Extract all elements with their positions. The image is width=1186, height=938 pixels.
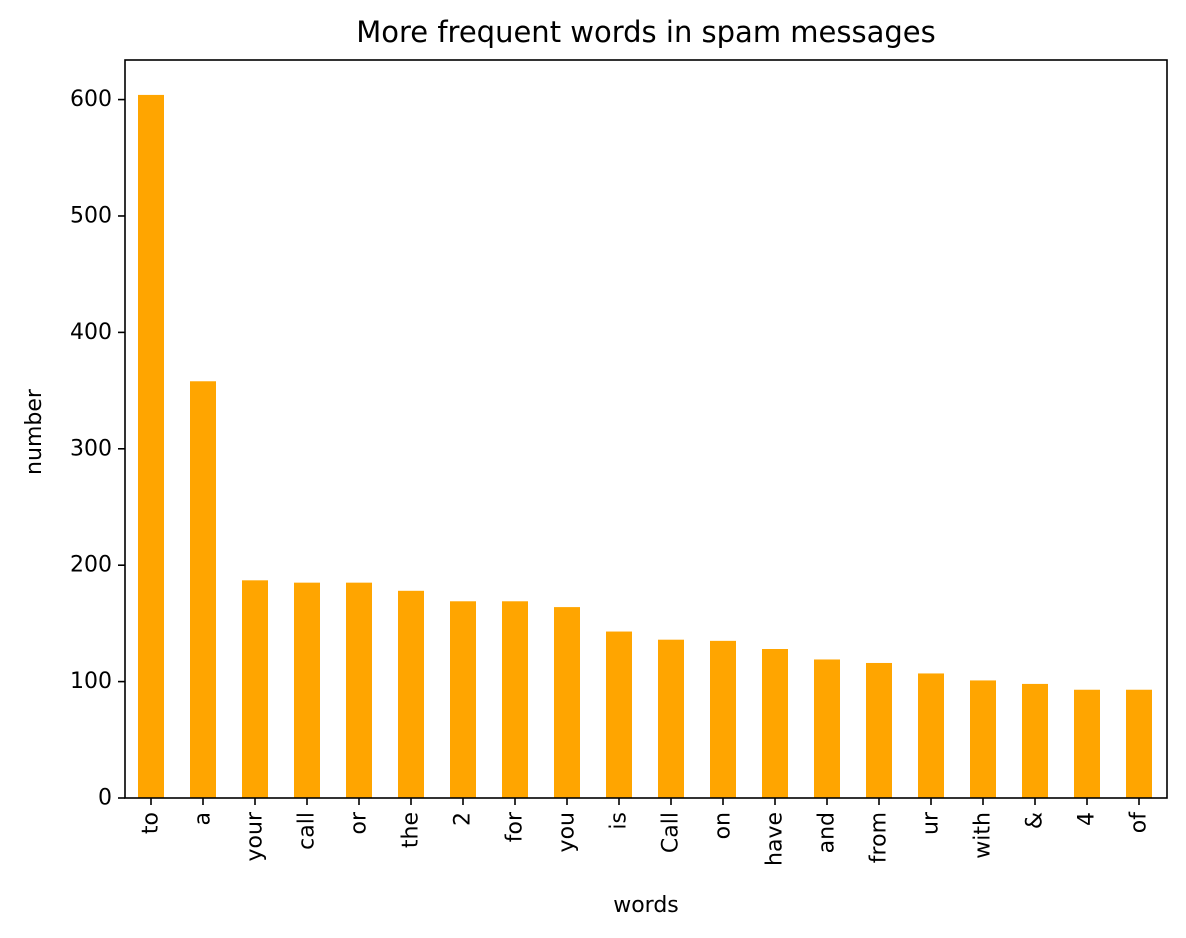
- bar-0: [138, 94, 164, 799]
- bar-12: [762, 649, 788, 798]
- bar-15: [918, 673, 944, 798]
- y-axis-ticks: 0 100 200 300 400 500 600: [70, 87, 125, 811]
- x-tick-label: the: [399, 812, 424, 848]
- bar-17: [1022, 683, 1048, 798]
- x-tick-label: call: [295, 812, 320, 850]
- y-tick-label: 300: [70, 436, 112, 461]
- x-tick-label: for: [503, 811, 528, 842]
- x-tick-label: of: [1127, 811, 1152, 833]
- x-tick-label: to: [139, 812, 164, 834]
- bar-13: [814, 659, 840, 798]
- y-tick-label: 400: [70, 320, 112, 345]
- x-tick-label: 4: [1075, 812, 1100, 826]
- x-tick-label: &: [1023, 812, 1048, 829]
- y-axis-label: number: [22, 388, 47, 475]
- x-tick-label: or: [347, 811, 372, 834]
- bar-14: [866, 662, 892, 798]
- x-axis-ticks: to a your call or the 2 for you is Call on have and fr…: [139, 798, 1152, 866]
- bar-9: [606, 631, 632, 798]
- y-tick-label: 200: [70, 553, 112, 578]
- bar-2: [242, 580, 268, 798]
- bar-11: [710, 640, 736, 798]
- x-tick-label: 2: [451, 812, 476, 826]
- x-tick-label: is: [607, 812, 632, 830]
- x-tick-label: with: [971, 812, 996, 859]
- chart-title: More frequent words in spam messages: [356, 15, 936, 49]
- x-tick-label: you: [555, 812, 580, 852]
- bar-8: [554, 607, 580, 798]
- y-tick-label: 500: [70, 203, 112, 228]
- x-tick-label: from: [867, 812, 892, 863]
- bars-group: [138, 94, 1152, 799]
- bar-16: [970, 680, 996, 798]
- x-tick-label: ur: [919, 811, 944, 835]
- bar-10: [658, 639, 684, 798]
- bar-18: [1074, 689, 1100, 798]
- x-tick-label: Call: [659, 812, 684, 853]
- bar-4: [346, 582, 372, 798]
- bar-6: [450, 601, 476, 798]
- x-tick-label: on: [711, 812, 736, 839]
- bar-19: [1126, 689, 1152, 798]
- x-tick-label: and: [815, 812, 840, 853]
- x-tick-label: your: [243, 811, 268, 861]
- bar-1: [190, 381, 216, 798]
- bar-5: [398, 590, 424, 798]
- bar-7: [502, 601, 528, 798]
- bar-3: [294, 582, 320, 798]
- x-axis-label: words: [613, 893, 679, 918]
- plot-area-frame: [124, 59, 1168, 799]
- x-tick-label: have: [763, 812, 788, 866]
- y-tick-label: 0: [98, 786, 112, 811]
- x-tick-label: a: [191, 812, 216, 825]
- y-tick-label: 600: [70, 87, 112, 112]
- y-tick-label: 100: [70, 669, 112, 694]
